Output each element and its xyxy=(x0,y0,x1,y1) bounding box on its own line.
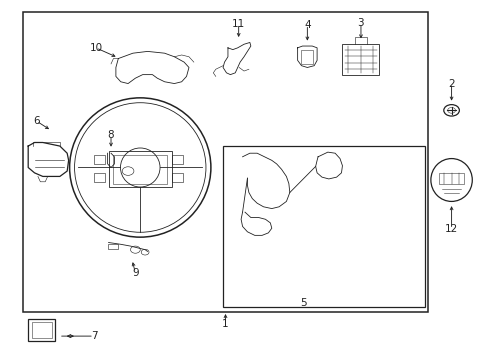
Bar xyxy=(343,44,379,75)
Text: 2: 2 xyxy=(448,78,455,89)
Text: 3: 3 xyxy=(358,18,364,28)
Text: 6: 6 xyxy=(33,116,40,126)
Bar xyxy=(440,173,464,184)
Text: 11: 11 xyxy=(232,18,245,28)
Text: 1: 1 xyxy=(222,319,229,329)
Bar xyxy=(31,322,51,338)
Text: 8: 8 xyxy=(108,130,114,140)
Bar xyxy=(94,173,105,182)
Bar xyxy=(108,244,118,249)
Text: 9: 9 xyxy=(132,268,139,278)
Bar xyxy=(109,152,172,187)
Text: 12: 12 xyxy=(445,224,458,234)
Bar xyxy=(172,155,183,164)
Bar xyxy=(223,146,425,307)
Bar xyxy=(28,319,55,341)
Text: 5: 5 xyxy=(300,298,307,308)
Text: 4: 4 xyxy=(304,19,311,30)
Bar xyxy=(114,155,167,184)
Text: 10: 10 xyxy=(89,43,102,53)
Text: 7: 7 xyxy=(91,331,98,341)
Bar xyxy=(172,173,183,182)
Bar xyxy=(94,155,105,164)
Bar xyxy=(24,12,428,312)
Bar xyxy=(300,50,313,64)
